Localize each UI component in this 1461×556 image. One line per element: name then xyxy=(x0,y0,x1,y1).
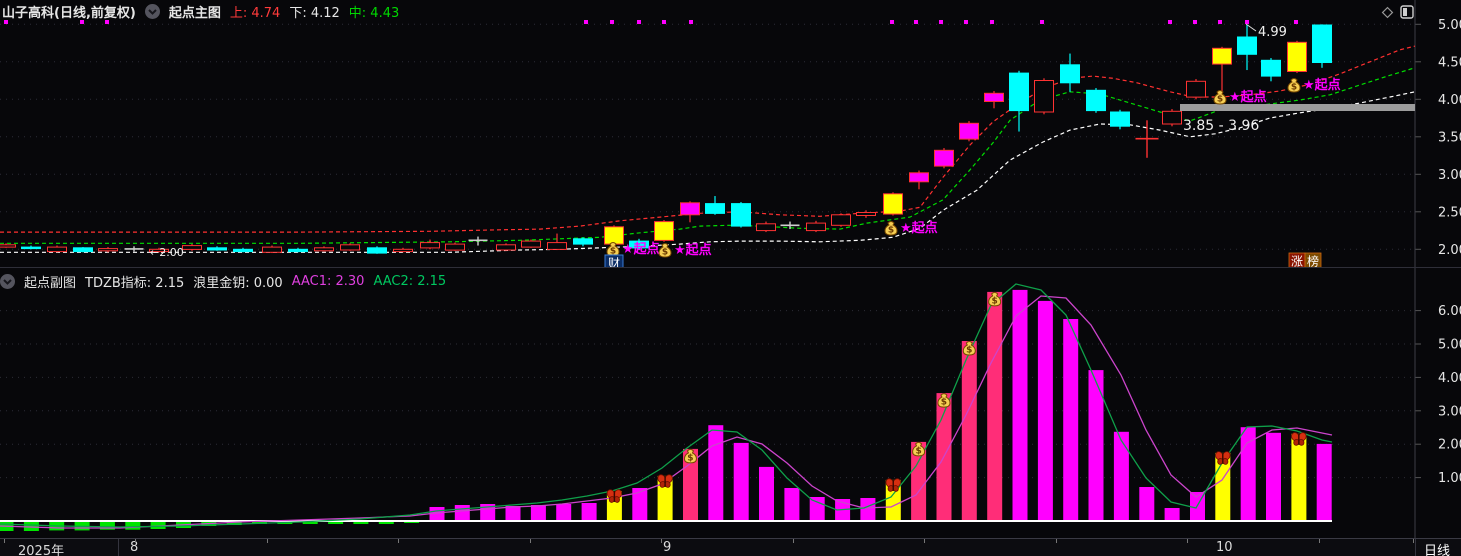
price-range-bar xyxy=(1180,104,1415,111)
candles-layer xyxy=(0,24,1332,254)
year-label: 2025年 xyxy=(18,544,65,556)
cai-badge xyxy=(604,254,624,267)
aac1-line xyxy=(0,295,1333,529)
zhangbang-badge[interactable] xyxy=(1304,252,1322,267)
axis-tick xyxy=(530,539,531,543)
month-label: 10 xyxy=(1216,540,1233,555)
svg-text:3.00: 3.00 xyxy=(1438,404,1461,419)
bars-layer xyxy=(0,289,1332,531)
qidian-label: ★起点 xyxy=(1229,89,1267,105)
moneybag-icon xyxy=(606,242,620,257)
price-tag-2.00: ←2.00 xyxy=(150,246,184,259)
chart-corner-tools xyxy=(1381,5,1414,19)
svg-text:2.00: 2.00 xyxy=(1438,438,1461,453)
axis-tick xyxy=(1187,539,1188,543)
split-square-icon[interactable] xyxy=(1400,5,1414,19)
panel-divider xyxy=(0,267,1461,268)
main-chart-panel: 5.00 4.50 4.00 3.50 3.00 2.50 2.00 4.99 3.85 - 3… xyxy=(0,0,1461,267)
month-label: 8 xyxy=(130,540,139,555)
svg-text:5.00: 5.00 xyxy=(1438,338,1461,353)
month-label: 9 xyxy=(663,540,672,555)
axis-tick xyxy=(398,539,399,543)
aac-lines-layer xyxy=(0,283,1333,529)
qidian-label: ★起点 xyxy=(900,220,938,236)
svg-text:5.00: 5.00 xyxy=(1438,18,1461,33)
qidian-label: ★起点 xyxy=(674,242,712,258)
main-gridlines: 5.00 4.50 4.00 3.50 3.00 2.50 2.00 xyxy=(0,18,1461,258)
svg-text:财: 财 xyxy=(608,257,620,268)
sub-chart-canvas[interactable]: 6.00 5.00 4.00 3.00 2.00 1.00 xyxy=(0,268,1461,538)
svg-text:榜: 榜 xyxy=(1307,254,1319,268)
ma-bands-layer xyxy=(0,45,1416,253)
svg-text:4.00: 4.00 xyxy=(1438,371,1461,386)
axis-tick xyxy=(793,539,794,543)
axis-tick xyxy=(4,539,5,543)
period-label[interactable]: 日线 xyxy=(1424,544,1451,556)
signal-dots-layer xyxy=(4,20,1298,24)
svg-text:2.00: 2.00 xyxy=(1438,243,1461,258)
svg-text:4.50: 4.50 xyxy=(1438,55,1461,70)
axis-tick xyxy=(924,539,925,543)
qidian-label: ★起点 xyxy=(622,241,660,257)
axis-tick xyxy=(1413,539,1414,543)
moneybag-icon xyxy=(1213,90,1227,105)
axis-tick xyxy=(135,539,136,543)
moneybag-icon xyxy=(884,221,898,236)
annotations-layer: 4.99 3.85 - 3.96 ←2.00 涨榜 xyxy=(150,23,1322,268)
axis-tick xyxy=(1319,539,1320,543)
axis-tick xyxy=(1056,539,1057,543)
sub-chart-panel: 6.005.004.003.002.001.00 起点副图 TDZB指标: 2.… xyxy=(0,268,1461,538)
svg-text:1.00: 1.00 xyxy=(1438,471,1461,486)
main-chart-canvas[interactable]: 5.00 4.50 4.00 3.50 3.00 2.50 2.00 4.99 3.85 - 3… xyxy=(0,0,1461,267)
svg-text:4.00: 4.00 xyxy=(1438,93,1461,108)
diamond-icon[interactable] xyxy=(1381,6,1394,19)
svg-text:3.50: 3.50 xyxy=(1438,130,1461,145)
moneybag-icon xyxy=(1287,78,1301,93)
qidian-label: ★起点 xyxy=(1303,77,1341,93)
axis-tick xyxy=(267,539,268,543)
aac2-line xyxy=(0,283,1333,528)
high-price-label: 4.99 xyxy=(1258,25,1287,40)
svg-text:6.00: 6.00 xyxy=(1438,304,1461,319)
time-axis[interactable]: 2025年 日线 8 9 10 xyxy=(0,538,1461,556)
sub-gridlines: 6.00 5.00 4.00 3.00 2.00 1.00 xyxy=(0,304,1461,486)
axis-divider xyxy=(118,539,119,556)
axis-divider xyxy=(1415,539,1416,556)
svg-text:涨: 涨 xyxy=(1291,254,1303,268)
svg-text:2.50: 2.50 xyxy=(1438,205,1461,220)
range-price-label: 3.85 - 3.96 xyxy=(1183,118,1259,134)
qidian-signals-layer: ★起点 ★起点★起点★起点★起点财 xyxy=(604,77,1341,268)
axis-tick xyxy=(661,539,662,543)
band-lower xyxy=(0,91,1416,253)
svg-text:3.00: 3.00 xyxy=(1438,168,1461,183)
